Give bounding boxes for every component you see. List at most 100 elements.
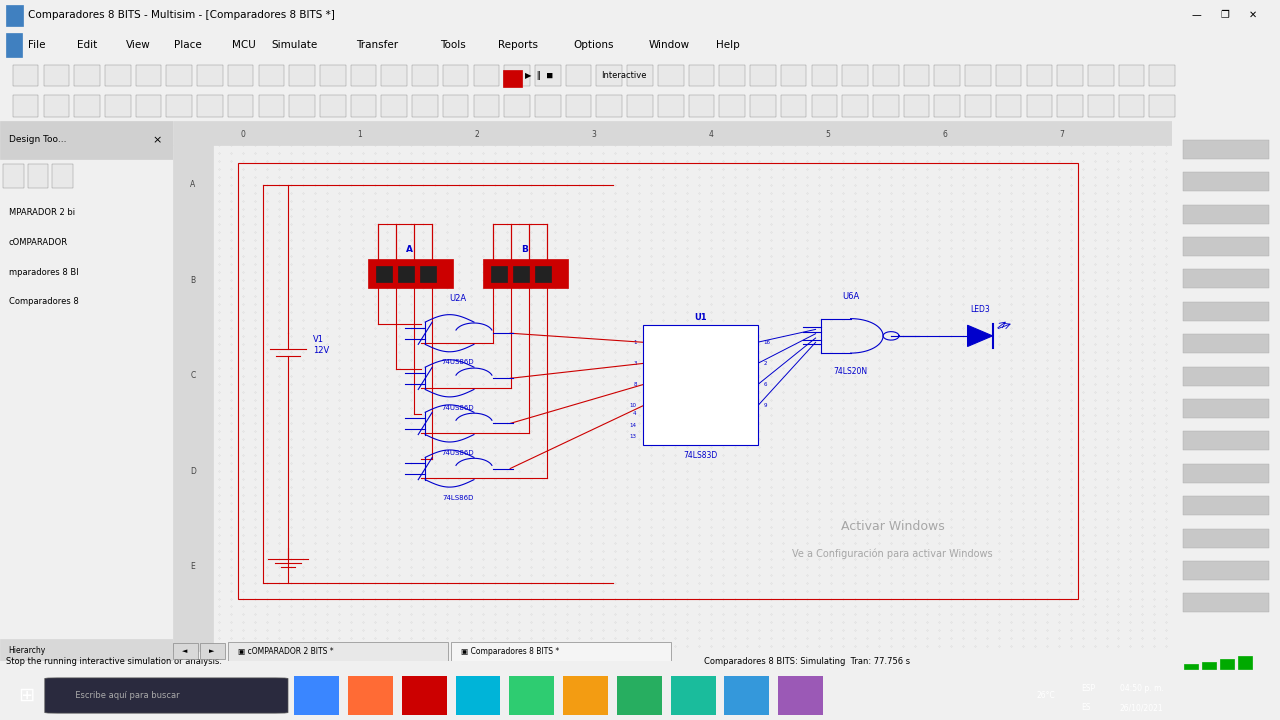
Bar <box>166 65 192 86</box>
Text: LED3: LED3 <box>970 305 991 314</box>
Bar <box>4 164 24 189</box>
Bar <box>105 65 131 86</box>
Bar <box>509 676 554 715</box>
Text: 1: 1 <box>634 340 636 345</box>
Text: ESP: ESP <box>1082 684 1096 693</box>
Text: 6: 6 <box>942 130 947 139</box>
Text: ❐: ❐ <box>1221 10 1229 20</box>
Text: mparadores 8 BI: mparadores 8 BI <box>9 268 78 276</box>
Bar <box>200 644 225 659</box>
Text: 04:50 p. m.: 04:50 p. m. <box>1120 684 1164 693</box>
Text: MPARADOR 2 bi: MPARADOR 2 bi <box>9 208 74 217</box>
Text: ✕: ✕ <box>1249 10 1257 20</box>
Bar <box>1238 656 1252 669</box>
Text: 2: 2 <box>764 361 767 366</box>
Bar <box>934 95 960 117</box>
Bar <box>173 644 198 659</box>
Bar <box>1202 662 1216 669</box>
Text: U1: U1 <box>694 312 707 322</box>
Text: Reports: Reports <box>498 40 538 50</box>
Bar <box>1149 95 1175 117</box>
Bar <box>1027 95 1052 117</box>
Bar <box>996 65 1021 86</box>
Text: D: D <box>189 467 196 476</box>
Bar <box>724 676 769 715</box>
Bar <box>1183 302 1270 321</box>
Bar <box>381 95 407 117</box>
Text: 13: 13 <box>630 433 636 438</box>
Bar <box>74 95 100 117</box>
Text: ►: ► <box>209 648 215 654</box>
Bar <box>28 164 49 189</box>
Text: Place: Place <box>174 40 202 50</box>
Bar <box>1183 464 1270 483</box>
Bar <box>617 676 662 715</box>
Text: 4: 4 <box>708 130 713 139</box>
Bar <box>228 95 253 117</box>
Text: 74US86D: 74US86D <box>442 449 474 456</box>
Bar <box>259 65 284 86</box>
Bar <box>503 70 522 87</box>
Text: 12V: 12V <box>312 346 329 355</box>
Bar <box>1184 665 1198 669</box>
Bar <box>535 266 550 282</box>
Bar <box>873 95 899 117</box>
Bar <box>238 163 1078 598</box>
Bar <box>658 65 684 86</box>
Text: 8: 8 <box>634 382 636 387</box>
Bar <box>173 145 212 652</box>
Bar <box>812 95 837 117</box>
Text: S2: S2 <box>744 382 751 387</box>
Text: View: View <box>125 40 150 50</box>
Text: A3: A3 <box>649 361 657 366</box>
Text: A: A <box>191 180 196 189</box>
Bar <box>6 33 22 58</box>
Bar <box>451 642 671 661</box>
Text: 4: 4 <box>634 411 636 416</box>
Bar <box>44 95 69 117</box>
Text: 9: 9 <box>764 403 767 408</box>
Bar <box>289 65 315 86</box>
Polygon shape <box>968 325 992 346</box>
Bar <box>351 95 376 117</box>
Bar <box>563 676 608 715</box>
Bar <box>0 639 173 661</box>
Bar <box>443 65 468 86</box>
Text: U6A: U6A <box>842 292 859 300</box>
Bar <box>456 676 500 715</box>
Text: Design Too...: Design Too... <box>9 135 67 144</box>
Bar <box>842 95 868 117</box>
FancyBboxPatch shape <box>45 678 288 713</box>
Text: 74LS20N: 74LS20N <box>833 367 868 377</box>
Text: V1: V1 <box>312 335 324 344</box>
Bar <box>1057 65 1083 86</box>
Text: Stop the running interactive simulation or analysis.: Stop the running interactive simulation … <box>6 657 223 666</box>
Text: Interactive: Interactive <box>602 71 648 80</box>
Bar <box>934 65 960 86</box>
Bar <box>781 95 806 117</box>
Text: B: B <box>521 245 529 253</box>
Text: 2: 2 <box>475 130 479 139</box>
Text: ES: ES <box>1082 703 1091 712</box>
Bar <box>1119 65 1144 86</box>
Text: 74US86D: 74US86D <box>442 359 474 366</box>
Bar <box>627 95 653 117</box>
Bar <box>627 65 653 86</box>
Bar <box>1027 65 1052 86</box>
Text: —: — <box>1192 10 1202 20</box>
Bar <box>996 95 1021 117</box>
Text: 7: 7 <box>1059 130 1064 139</box>
Text: ×: × <box>152 135 161 145</box>
Text: S4: S4 <box>744 340 751 345</box>
Bar <box>136 95 161 117</box>
Bar <box>197 65 223 86</box>
Bar <box>535 65 561 86</box>
Bar <box>474 95 499 117</box>
Bar <box>719 95 745 117</box>
Bar <box>1183 561 1270 580</box>
Bar <box>689 65 714 86</box>
Bar <box>44 65 69 86</box>
Bar <box>1088 95 1114 117</box>
Bar <box>596 65 622 86</box>
Bar <box>289 95 315 117</box>
